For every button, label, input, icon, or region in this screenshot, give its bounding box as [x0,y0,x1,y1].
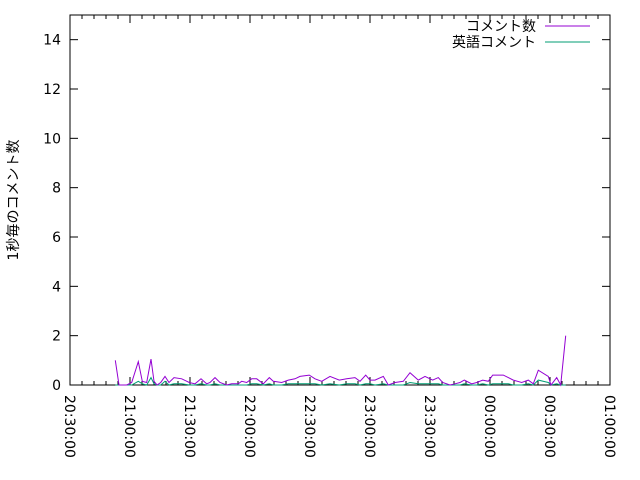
y-tick-label: 6 [52,230,61,246]
y-tick-label: 14 [43,33,61,49]
x-tick-label: 00:00:00 [481,395,497,458]
series-line [115,376,566,386]
x-tick-label: 00:30:00 [541,395,557,458]
legend-label: コメント数 [466,19,536,35]
x-tick-label: 23:30:00 [421,395,437,458]
x-tick-label: 01:00:00 [601,395,617,458]
y-tick-label: 2 [52,329,61,345]
plot-border [69,14,611,386]
x-tick-label: 21:00:00 [121,395,137,458]
y-tick-label: 10 [43,131,61,147]
series-line [114,335,567,387]
x-tick-label: 23:00:00 [361,395,377,458]
y-tick-label: 0 [52,378,61,394]
legend-label: 英語コメント [452,34,536,51]
y-tick-label: 12 [43,82,61,98]
y-axis-label: 1秒毎のコメント数 [6,140,22,261]
y-tick-label: 4 [52,279,61,295]
x-tick-label: 20:30:00 [61,395,77,458]
x-tick-label: 22:00:00 [241,395,257,458]
x-tick-label: 22:30:00 [301,395,317,458]
x-tick-label: 21:30:00 [181,395,197,458]
y-tick-label: 8 [52,181,61,197]
